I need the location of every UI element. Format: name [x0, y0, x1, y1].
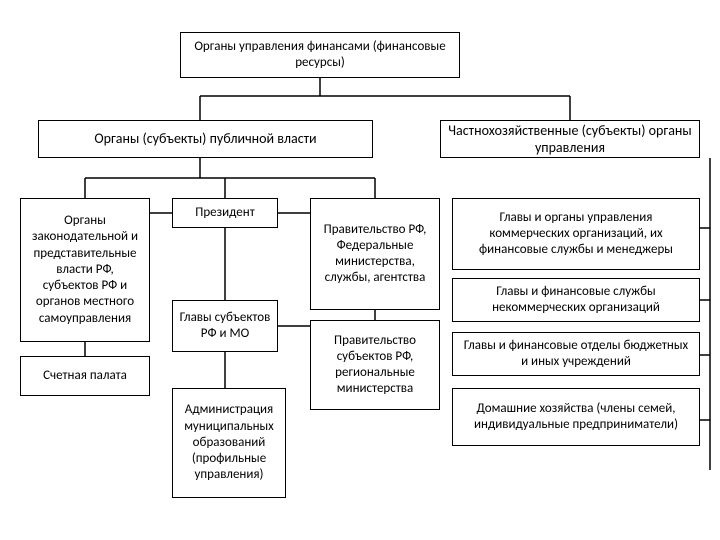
node-label: Органы управления финансами (финансовые …	[187, 39, 453, 72]
node-budget: Главы и финансовые отделы бюджетных и ин…	[452, 332, 700, 376]
node-president: Президент	[172, 198, 278, 228]
node-households: Домашние хозяйства (члены семей, индивид…	[452, 388, 700, 446]
node-root: Органы управления финансами (финансовые …	[180, 32, 460, 78]
node-gov-subj: Правительство субъектов РФ, региональные…	[310, 320, 440, 410]
node-accounts: Счетная палата	[20, 356, 150, 396]
node-label: Администрация муниципальных образований …	[179, 402, 279, 483]
node-private: Частнохозяйственные (субъекты) органы уп…	[440, 120, 700, 158]
node-gov-rf: Правительство РФ, Федеральные министерст…	[310, 198, 440, 310]
node-heads-subj: Главы субъектов РФ и МО	[172, 300, 278, 352]
node-label: Главы и финансовые отделы бюджетных и ин…	[459, 338, 693, 371]
node-label: Органы (субъекты) публичной власти	[94, 130, 316, 148]
node-label: Домашние хозяйства (члены семей, индивид…	[459, 401, 693, 434]
node-label: Органы законодательной и представительны…	[27, 213, 143, 327]
node-label: Главы и финансовые службы некоммерческих…	[459, 284, 693, 317]
node-nonprofit: Главы и финансовые службы некоммерческих…	[452, 278, 700, 322]
node-label: Главы и органы управления коммерческих о…	[459, 210, 693, 259]
node-public: Органы (субъекты) публичной власти	[38, 120, 373, 158]
node-label: Правительство РФ, Федеральные министерст…	[317, 222, 433, 287]
node-label: Главы субъектов РФ и МО	[179, 310, 271, 343]
node-legislative: Органы законодательной и представительны…	[20, 198, 150, 342]
node-admin: Администрация муниципальных образований …	[172, 388, 286, 498]
node-label: Частнохозяйственные (субъекты) органы уп…	[447, 122, 693, 157]
node-label: Правительство субъектов РФ, региональные…	[317, 333, 433, 398]
node-label: Счетная палата	[43, 368, 127, 384]
node-commercial: Главы и органы управления коммерческих о…	[452, 198, 700, 270]
node-label: Президент	[195, 205, 255, 221]
